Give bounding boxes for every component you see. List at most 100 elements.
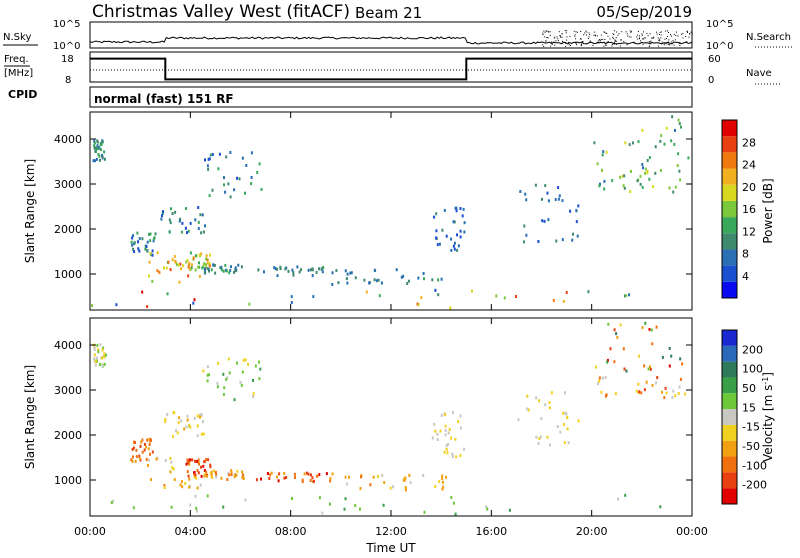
- heatmap-cell: [197, 458, 200, 462]
- colorbar-swatch: [722, 393, 737, 410]
- cpid-label: CPID: [8, 88, 37, 101]
- search-noise-point: [667, 43, 669, 45]
- heatmap-cell: [172, 435, 175, 439]
- search-noise-point: [615, 37, 617, 39]
- heatmap-cell: [198, 275, 201, 278]
- heatmap-cell: [234, 269, 237, 273]
- heatmap-cell: [684, 392, 687, 396]
- heatmap-cell: [155, 457, 158, 461]
- search-noise-point: [594, 34, 596, 36]
- search-noise-point: [609, 38, 611, 40]
- heatmap-cell: [445, 475, 448, 479]
- heatmap-cell: [205, 254, 208, 258]
- heatmap-cell: [151, 253, 154, 257]
- heatmap-cell: [184, 226, 187, 230]
- search-noise-point: [672, 40, 674, 42]
- heatmap-cell: [417, 303, 420, 307]
- heatmap-cell: [405, 488, 407, 492]
- search-noise-point: [687, 31, 688, 33]
- cpid-panel-frame: [89, 86, 693, 108]
- search-noise-point: [650, 40, 652, 42]
- search-noise-point: [640, 40, 642, 42]
- heatmap-cell: [375, 279, 378, 283]
- heatmap-cell: [233, 398, 236, 402]
- search-noise-point: [619, 45, 621, 47]
- heatmap-cell: [655, 381, 657, 385]
- heatmap-cell: [587, 290, 590, 294]
- heatmap-cell: [678, 169, 681, 173]
- heatmap-cell: [214, 271, 217, 275]
- search-noise-point: [671, 41, 673, 43]
- heatmap-cell: [213, 263, 216, 267]
- search-noise-point: [627, 35, 629, 37]
- search-noise-point: [673, 44, 675, 46]
- heatmap-cell: [442, 485, 445, 489]
- search-noise-point: [652, 37, 654, 39]
- heatmap-cell: [132, 455, 134, 459]
- search-noise-point: [593, 34, 595, 36]
- heatmap-cell: [183, 427, 186, 431]
- heatmap-cell: [434, 429, 437, 433]
- heatmap-cell: [373, 268, 376, 272]
- heatmap-cell: [566, 416, 569, 420]
- heatmap-cell: [252, 379, 254, 382]
- heatmap-cell: [91, 304, 94, 308]
- heatmap-cell: [141, 237, 144, 241]
- colorbar-tick-label: 16: [742, 203, 756, 216]
- heatmap-cell: [535, 435, 538, 439]
- search-noise-point: [598, 42, 600, 44]
- heatmap-cell: [227, 471, 230, 475]
- heatmap-cell: [453, 241, 456, 245]
- search-noise-point: [607, 35, 609, 37]
- heatmap-cell: [146, 438, 149, 442]
- heatmap-cell: [558, 194, 561, 198]
- heatmap-cell: [96, 343, 99, 347]
- heatmap-cell: [346, 272, 349, 276]
- heatmap-cell: [463, 221, 466, 225]
- heatmap-cell: [392, 485, 394, 489]
- heatmap-cell: [169, 221, 172, 225]
- heatmap-cell: [220, 268, 223, 272]
- search-noise-point: [614, 39, 616, 41]
- heatmap-cell: [97, 153, 100, 156]
- heatmap-cell: [291, 497, 293, 500]
- heatmap-cell: [229, 195, 232, 199]
- heatmap-cell: [363, 278, 366, 282]
- heatmap-cell: [534, 183, 537, 187]
- heatmap-cell: [202, 230, 205, 234]
- heatmap-cell: [452, 410, 454, 414]
- heatmap-cell: [652, 185, 655, 189]
- heatmap-cell: [455, 209, 458, 213]
- heatmap-cell: [462, 207, 465, 211]
- heatmap-cell: [606, 358, 609, 362]
- heatmap-cell: [523, 224, 526, 228]
- heatmap-cell: [201, 266, 204, 270]
- heatmap-cell: [225, 269, 228, 273]
- heatmap-cell: [147, 447, 150, 451]
- search-noise-point: [560, 36, 562, 38]
- heatmap-cell: [555, 239, 558, 243]
- heatmap-cell: [548, 443, 551, 447]
- heatmap-cell: [92, 159, 95, 163]
- heatmap-cell: [331, 271, 334, 275]
- heatmap-cell: [248, 302, 251, 306]
- heatmap-cell: [200, 252, 203, 256]
- heatmap-cell: [300, 268, 302, 272]
- heatmap-cell: [600, 390, 603, 394]
- search-noise-point: [606, 42, 608, 44]
- search-noise-point: [671, 35, 673, 37]
- search-noise-point: [656, 33, 658, 35]
- heatmap-cell: [377, 475, 379, 479]
- heatmap-cell: [423, 277, 425, 281]
- search-noise-point: [580, 45, 582, 47]
- heatmap-cell: [233, 188, 236, 192]
- heatmap-cell: [345, 482, 348, 486]
- heatmap-cell: [200, 432, 203, 436]
- heatmap-cell: [98, 363, 101, 366]
- heatmap-cell: [450, 237, 453, 241]
- heatmap-cell: [630, 169, 632, 173]
- frequency-series: [90, 57, 692, 81]
- heatmap-cell: [389, 486, 392, 490]
- search-noise-point: [686, 30, 688, 32]
- search-noise-point: [628, 36, 630, 38]
